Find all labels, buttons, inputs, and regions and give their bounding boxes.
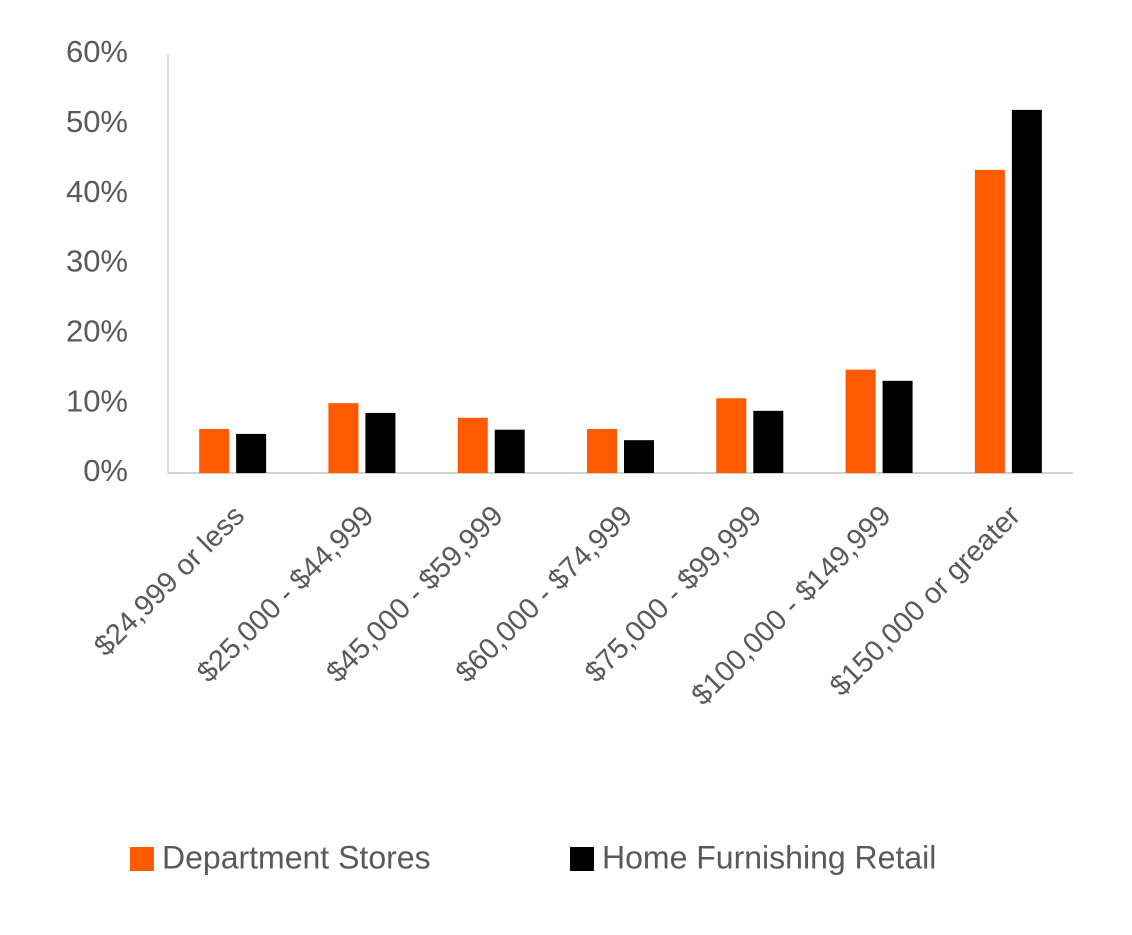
- legend-label: Home Furnishing Retail: [602, 839, 936, 875]
- bar: [328, 403, 359, 473]
- bar: [624, 440, 654, 473]
- bar: [716, 398, 747, 473]
- bar: [845, 369, 876, 473]
- bar: [1011, 109, 1042, 473]
- legend-swatch: [130, 847, 154, 871]
- bar: [199, 429, 230, 473]
- bar: [236, 433, 267, 473]
- y-tick-label: 10%: [66, 383, 128, 418]
- y-tick-label: 40%: [66, 174, 128, 209]
- bar: [365, 412, 396, 473]
- y-tick-label: 20%: [66, 314, 128, 349]
- bar: [457, 417, 488, 473]
- y-tick-label: 0%: [83, 453, 128, 488]
- bar: [587, 429, 617, 473]
- y-tick-label: 50%: [66, 104, 128, 139]
- bar: [882, 380, 913, 473]
- bar: [753, 410, 784, 473]
- y-tick-label: 30%: [66, 244, 128, 279]
- bar: [974, 169, 1005, 473]
- legend-swatch: [570, 847, 594, 871]
- bar: [494, 429, 525, 473]
- legend-label: Department Stores: [162, 839, 431, 875]
- y-tick-label: 60%: [66, 34, 128, 69]
